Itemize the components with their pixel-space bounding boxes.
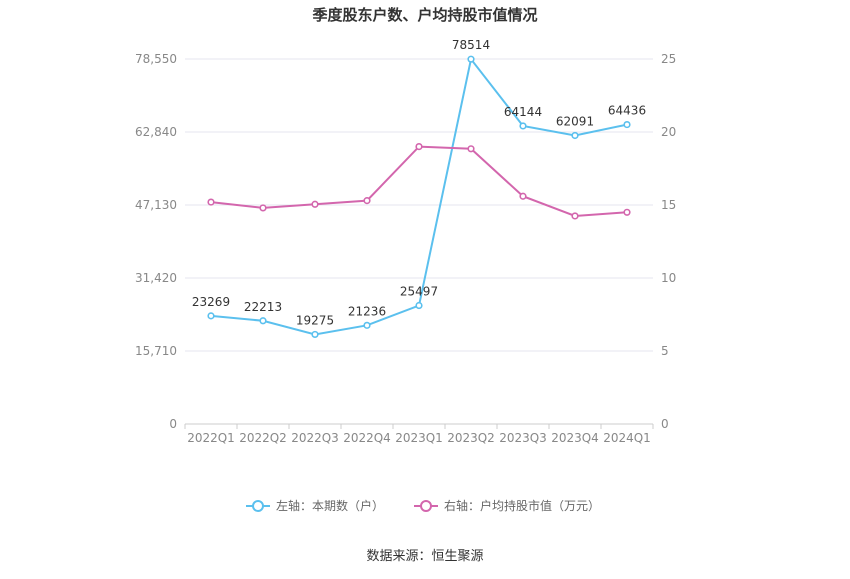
source-note: 数据来源：恒生聚源 <box>366 549 483 564</box>
x-axis-tick-label: 2023Q1 <box>395 431 443 445</box>
left-axis-tick-label: 78,550 <box>135 52 177 66</box>
legend[interactable]: 左轴：本期数（户） 右轴：户均持股市值（万元） <box>246 498 600 513</box>
right-axis-tick-label: 20 <box>661 125 676 139</box>
x-axis-tick-label: 2023Q4 <box>551 431 599 445</box>
series-point-0 <box>207 312 215 320</box>
x-axis-tick-label: 2022Q4 <box>343 431 391 445</box>
axes: 015,71031,42047,13062,84078,550051015202… <box>135 52 676 445</box>
data-label: 78514 <box>452 38 490 52</box>
left-axis-tick-label: 62,840 <box>135 125 177 139</box>
left-axis-tick-label: 15,710 <box>135 344 177 358</box>
left-axis-tick-label: 31,420 <box>135 271 177 285</box>
x-axis-tick-label: 2023Q2 <box>447 431 495 445</box>
series-point-1 <box>311 200 319 208</box>
data-label: 19275 <box>296 313 334 327</box>
data-label: 64144 <box>504 105 542 119</box>
x-axis-tick-label: 2024Q1 <box>603 431 651 445</box>
data-label: 23269 <box>192 295 230 309</box>
x-axis-tick-label: 2022Q1 <box>187 431 235 445</box>
legend-label-0: 左轴：本期数（户） <box>276 498 384 513</box>
legend-item-1[interactable]: 右轴：户均持股市值（万元） <box>414 498 600 513</box>
data-labels: 23269 22213 19275 21236 25497 78514 64144 62091… <box>192 38 646 327</box>
data-label: 64436 <box>608 104 646 118</box>
right-axis-tick-label: 0 <box>661 417 669 431</box>
series-point-0 <box>623 120 631 129</box>
series-point-1 <box>571 212 579 220</box>
series-point-0 <box>363 321 371 329</box>
series-point-0 <box>311 330 319 339</box>
data-label: 62091 <box>556 114 594 128</box>
legend-marker-0 <box>252 500 264 512</box>
x-axis-tick-label: 2023Q3 <box>499 431 547 445</box>
series-point-0 <box>467 55 475 63</box>
x-axis-tick-label: 2022Q3 <box>291 431 339 445</box>
data-label: 22213 <box>244 300 282 314</box>
series-point-0 <box>259 317 267 325</box>
series-point-1 <box>467 145 475 153</box>
series-point-0 <box>415 301 423 310</box>
series-layer <box>207 55 631 339</box>
chart-title: 季度股东户数、户均持股市值情况 <box>312 6 537 24</box>
legend-label-1: 右轴：户均持股市值（万元） <box>444 498 600 513</box>
legend-marker-1 <box>420 500 432 512</box>
series-point-1 <box>259 204 267 212</box>
x-axis-tick-label: 2022Q2 <box>239 431 287 445</box>
right-axis-tick-label: 10 <box>661 271 676 285</box>
series-line-1 <box>210 145 628 217</box>
left-axis-tick-label: 0 <box>169 417 177 431</box>
series-point-1 <box>623 208 631 216</box>
data-label: 25497 <box>400 285 438 299</box>
series-point-0 <box>571 131 579 140</box>
series-point-1 <box>519 192 527 200</box>
right-axis-tick-label: 5 <box>661 344 669 358</box>
right-axis-tick-label: 25 <box>661 52 676 66</box>
data-label: 21236 <box>348 304 386 318</box>
series-point-1 <box>207 198 215 206</box>
series-point-0 <box>519 122 527 130</box>
legend-item-0[interactable]: 左轴：本期数（户） <box>246 498 384 513</box>
series-point-1 <box>363 197 371 205</box>
left-axis-tick-label: 47,130 <box>135 198 177 212</box>
right-axis-tick-label: 15 <box>661 198 676 212</box>
series-point-1 <box>415 143 423 151</box>
